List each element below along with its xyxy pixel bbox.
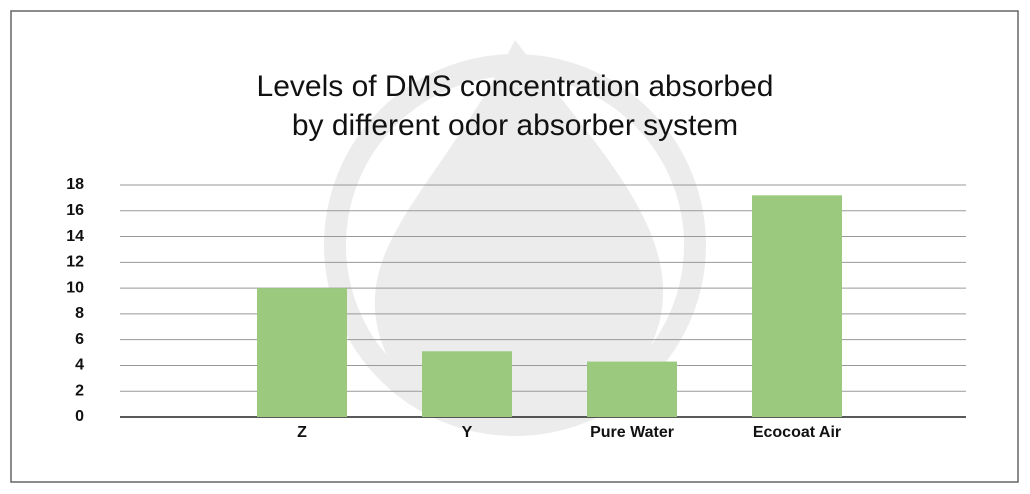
chart-title: Levels of DMS concentration absorbed	[257, 70, 774, 103]
y-tick-label: 16	[66, 202, 84, 219]
y-tick-label: 8	[75, 305, 84, 322]
bar	[257, 288, 347, 417]
bar	[422, 351, 512, 417]
y-tick-label: 2	[75, 382, 84, 399]
x-tick-label: Pure Water	[590, 424, 674, 441]
x-tick-label: Y	[462, 424, 473, 441]
x-tick-label: Ecocoat Air	[753, 424, 841, 441]
y-tick-label: 4	[75, 357, 84, 374]
x-tick-label: Z	[297, 424, 307, 441]
chart-title: by different odor absorber system	[292, 109, 738, 142]
y-tick-label: 14	[66, 228, 84, 245]
bar	[752, 195, 842, 417]
y-tick-label: 6	[75, 331, 84, 348]
y-tick-label: 18	[66, 176, 84, 193]
y-tick-label: 12	[66, 254, 84, 271]
frame	[10, 10, 1019, 483]
y-tick-label: 0	[75, 408, 84, 425]
bar	[587, 361, 677, 417]
watermark	[324, 40, 706, 436]
y-tick-label: 10	[66, 279, 84, 296]
